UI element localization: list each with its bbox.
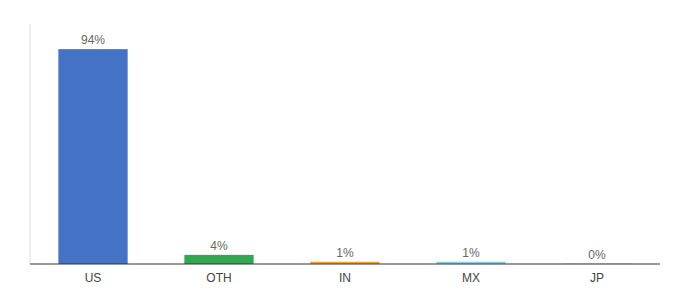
x-tick-label: MX	[462, 271, 480, 285]
y-axis-line	[30, 24, 31, 264]
data-label: 94%	[81, 33, 105, 47]
x-axis-line	[30, 263, 660, 264]
data-label: 4%	[210, 239, 228, 253]
data-label: 0%	[588, 248, 606, 262]
data-label: 1%	[462, 246, 480, 260]
chart-container: US OTH IN MX JP 94% 4% 1% 1% 0%	[0, 0, 680, 300]
x-tick-label: JP	[590, 271, 604, 285]
x-tick-label: OTH	[206, 271, 231, 285]
x-tick-label: US	[85, 271, 102, 285]
bar	[184, 255, 253, 264]
bars	[58, 49, 631, 264]
chart: US OTH IN MX JP 94% 4% 1% 1% 0%	[0, 0, 680, 300]
x-tick-label: IN	[339, 271, 351, 285]
data-label: 1%	[336, 246, 354, 260]
bar	[58, 49, 127, 264]
